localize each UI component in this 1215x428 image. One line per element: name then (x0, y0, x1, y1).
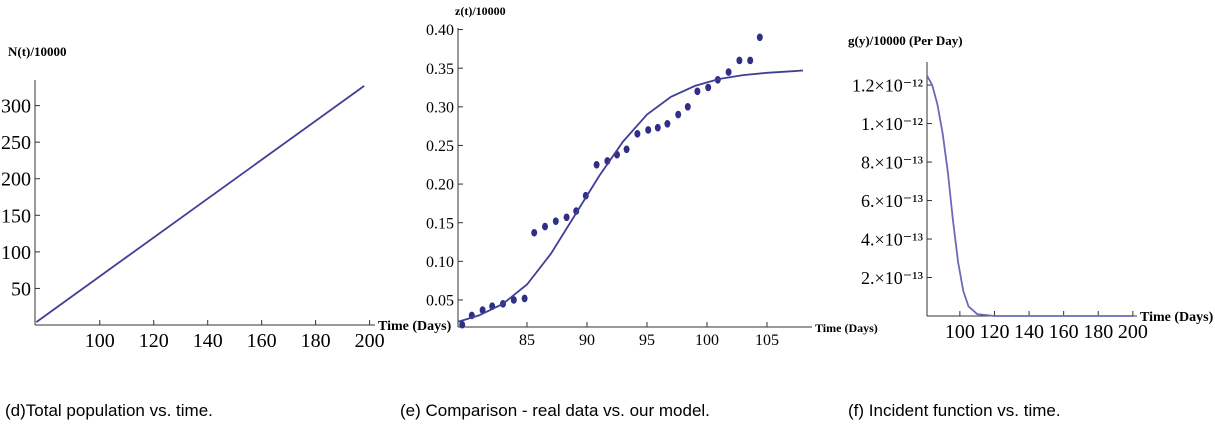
curve (926, 75, 1133, 317)
y-axis-title: N(t)/10000 (8, 44, 67, 59)
x-tick-label: 180 (301, 330, 331, 352)
x-tick-label: 200 (1118, 321, 1148, 343)
y-tick-label: 0.05 (426, 293, 454, 310)
y-tick-label: 0.40 (426, 22, 454, 39)
data-point (634, 130, 641, 138)
data-point (459, 320, 466, 329)
caption: (d)Total population vs. time. (5, 401, 213, 420)
data-point (725, 68, 732, 76)
caption: (e) Comparison - real data vs. our model… (400, 401, 710, 420)
y-tick-label: 0.35 (426, 61, 454, 78)
x-axis-title: Time (Days) (378, 319, 452, 334)
y-tick-label: 150 (1, 205, 31, 227)
x-tick-label: 160 (1049, 321, 1079, 343)
curve (35, 85, 365, 323)
y-tick-label: 100 (1, 242, 31, 264)
x-tick-label: 100 (695, 332, 719, 349)
y-tick-label: 1.2×10⁻¹² (852, 75, 923, 95)
x-tick-label: 95 (639, 332, 655, 349)
y-tick-label: 0.25 (426, 138, 454, 155)
y-tick-label: 300 (1, 96, 31, 118)
y-tick-label: 4.×10⁻¹³ (861, 229, 924, 249)
x-tick-label: 120 (139, 330, 169, 352)
y-tick-label: 200 (1, 169, 31, 191)
data-point (747, 56, 754, 65)
y-tick-label: 8.×10⁻¹³ (861, 152, 924, 172)
x-tick-label: 120 (979, 321, 1009, 343)
data-point (684, 103, 691, 111)
x-tick-label: 105 (755, 332, 779, 349)
y-tick-label: 0.30 (426, 99, 454, 116)
y-axis-title: g(y)/10000 (Per Day) (848, 33, 963, 48)
y-tick-label: 0.10 (426, 254, 454, 271)
y-tick-label: 0.20 (426, 177, 454, 194)
data-point (705, 83, 712, 92)
data-point (623, 145, 630, 154)
x-tick-label: 140 (193, 330, 223, 352)
y-tick-label: 1.×10⁻¹² (861, 114, 923, 134)
data-point (510, 296, 517, 304)
data-point (542, 222, 548, 231)
data-point (521, 294, 528, 303)
caption: (f) Incident function vs. time. (848, 401, 1061, 420)
curve (458, 69, 804, 323)
data-point (756, 33, 763, 42)
x-tick-label: 160 (247, 330, 277, 352)
x-tick-label: 140 (1014, 321, 1044, 343)
data-point (694, 87, 701, 96)
y-tick-label: 0.15 (426, 215, 454, 232)
x-tick-label: 85 (519, 332, 535, 349)
x-tick-label: 100 (945, 321, 975, 343)
data-point (654, 123, 661, 132)
x-tick-label: 90 (579, 332, 595, 349)
data-point (563, 213, 570, 222)
y-axis-title: z(t)/10000 (455, 4, 506, 18)
x-tick-label: 180 (1083, 321, 1113, 343)
x-tick-label: 100 (85, 330, 115, 352)
x-tick-label: 200 (355, 330, 385, 352)
data-point (593, 160, 600, 169)
data-point (736, 56, 743, 65)
data-point (552, 217, 559, 225)
y-tick-label: 2.×10⁻¹³ (861, 268, 924, 288)
data-point (645, 126, 652, 134)
y-tick-label: 6.×10⁻¹³ (861, 191, 924, 211)
y-tick-label: 250 (1, 132, 31, 154)
data-point (675, 110, 682, 119)
x-axis-title: Time (Days) (815, 321, 878, 335)
data-point (531, 228, 538, 237)
y-tick-label: 50 (11, 278, 31, 300)
data-point (664, 120, 671, 128)
data-point (479, 306, 486, 314)
x-axis-title: Time (Days) (1140, 310, 1214, 325)
